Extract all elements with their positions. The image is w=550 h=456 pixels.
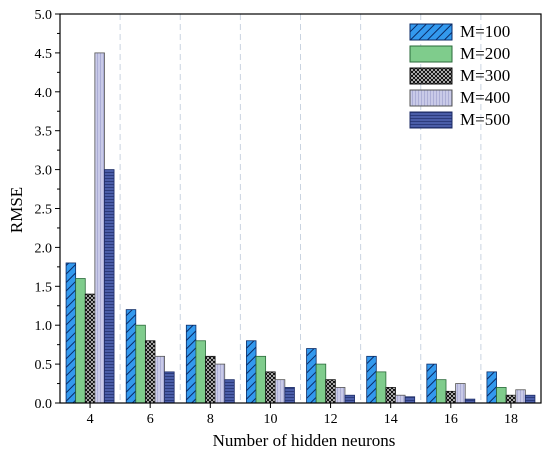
y-tick-label: 1.5 (35, 280, 53, 295)
legend-label: M=100 (460, 22, 510, 41)
y-tick-label: 2.5 (35, 203, 53, 218)
bar-m-400-14 (395, 394, 406, 404)
bar-m-300-12 (325, 379, 336, 404)
bar-m-500-10 (284, 387, 295, 404)
bar-m-200-8 (195, 340, 206, 404)
x-tick-label: 4 (87, 412, 94, 427)
bar-m-400-8 (214, 363, 226, 404)
bar-m-100-8 (185, 324, 197, 404)
x-axis-title: Number of hidden neurons (213, 431, 396, 450)
legend: M=100 M=200 M=300 M=400 M=500 (409, 22, 510, 129)
bar-m-100-4 (65, 262, 77, 404)
legend-label: M=200 (460, 44, 510, 63)
y-tick-label: 2.0 (35, 241, 53, 256)
bar-m-400-10 (274, 379, 286, 404)
bar-m-500-14 (404, 396, 416, 404)
bar-m-100-12 (306, 348, 317, 404)
bar-m-400-12 (334, 387, 346, 404)
legend-swatch-m-500 (409, 111, 453, 129)
bar-m-400-18 (515, 389, 526, 404)
x-tick-label: 14 (384, 412, 398, 427)
bar-m-200-10 (255, 355, 267, 404)
x-tick-label: 16 (444, 412, 458, 427)
x-tick-label: 8 (207, 412, 214, 427)
bar-m-500-8 (224, 379, 235, 404)
bar-m-300-16 (445, 390, 457, 404)
bar-m-200-14 (375, 371, 387, 404)
legend-swatch-m-200 (409, 45, 453, 63)
bar-m-100-14 (366, 355, 377, 404)
legend-label: M=300 (460, 66, 510, 85)
bar-m-500-6 (164, 371, 175, 404)
bar-m-300-8 (205, 355, 216, 404)
bar-m-200-18 (496, 387, 507, 404)
y-tick-label: 4.5 (35, 47, 53, 62)
x-tick-label: 18 (504, 412, 518, 427)
y-tick-label: 3.5 (35, 125, 53, 140)
bar-m-300-10 (265, 371, 276, 404)
x-tick-label: 6 (147, 412, 154, 427)
bar-m-300-6 (144, 340, 156, 404)
bar-m-300-14 (385, 387, 396, 404)
bar-m-400-16 (455, 383, 466, 404)
bar-m-500-4 (104, 169, 115, 404)
bar-m-200-4 (75, 278, 86, 404)
y-tick-label: 0.0 (35, 397, 53, 412)
legend-swatch-m-400 (409, 89, 453, 107)
bar-m-200-12 (315, 363, 327, 404)
bar-m-100-16 (426, 363, 437, 404)
axes: 0.0 0.5 1.0 1.5 2.0 2.5 3.0 3.5 4.0 4.5 5.0 4 6 8 10 12… (35, 8, 542, 427)
bar-m-400-4 (94, 52, 105, 404)
y-tick-label: 0.5 (35, 358, 53, 373)
bar-m-300-18 (505, 394, 517, 404)
x-tick-label: 10 (263, 412, 277, 427)
y-tick-label: 4.0 (35, 86, 53, 101)
bar-m-200-6 (135, 324, 146, 404)
y-tick-label: 5.0 (35, 8, 53, 23)
y-tick-label: 1.0 (35, 319, 53, 334)
bar-m-100-10 (246, 340, 257, 404)
bar-m-200-16 (436, 379, 447, 404)
bar-m-400-6 (154, 355, 165, 404)
bar-m-300-4 (84, 293, 96, 404)
legend-label: M=500 (460, 110, 510, 129)
x-tick-label: 12 (324, 412, 338, 427)
y-axis-title: RMSE (7, 187, 26, 233)
y-tick-label: 3.0 (35, 164, 53, 179)
bar-m-100-18 (486, 371, 497, 404)
bar-m-500-12 (344, 394, 355, 404)
bar-m-100-6 (125, 309, 137, 404)
legend-label: M=400 (460, 88, 510, 107)
bars (65, 52, 536, 404)
legend-swatch-m-300 (409, 67, 453, 85)
bar-m-500-18 (524, 394, 536, 404)
legend-swatch-m-100 (409, 23, 453, 41)
